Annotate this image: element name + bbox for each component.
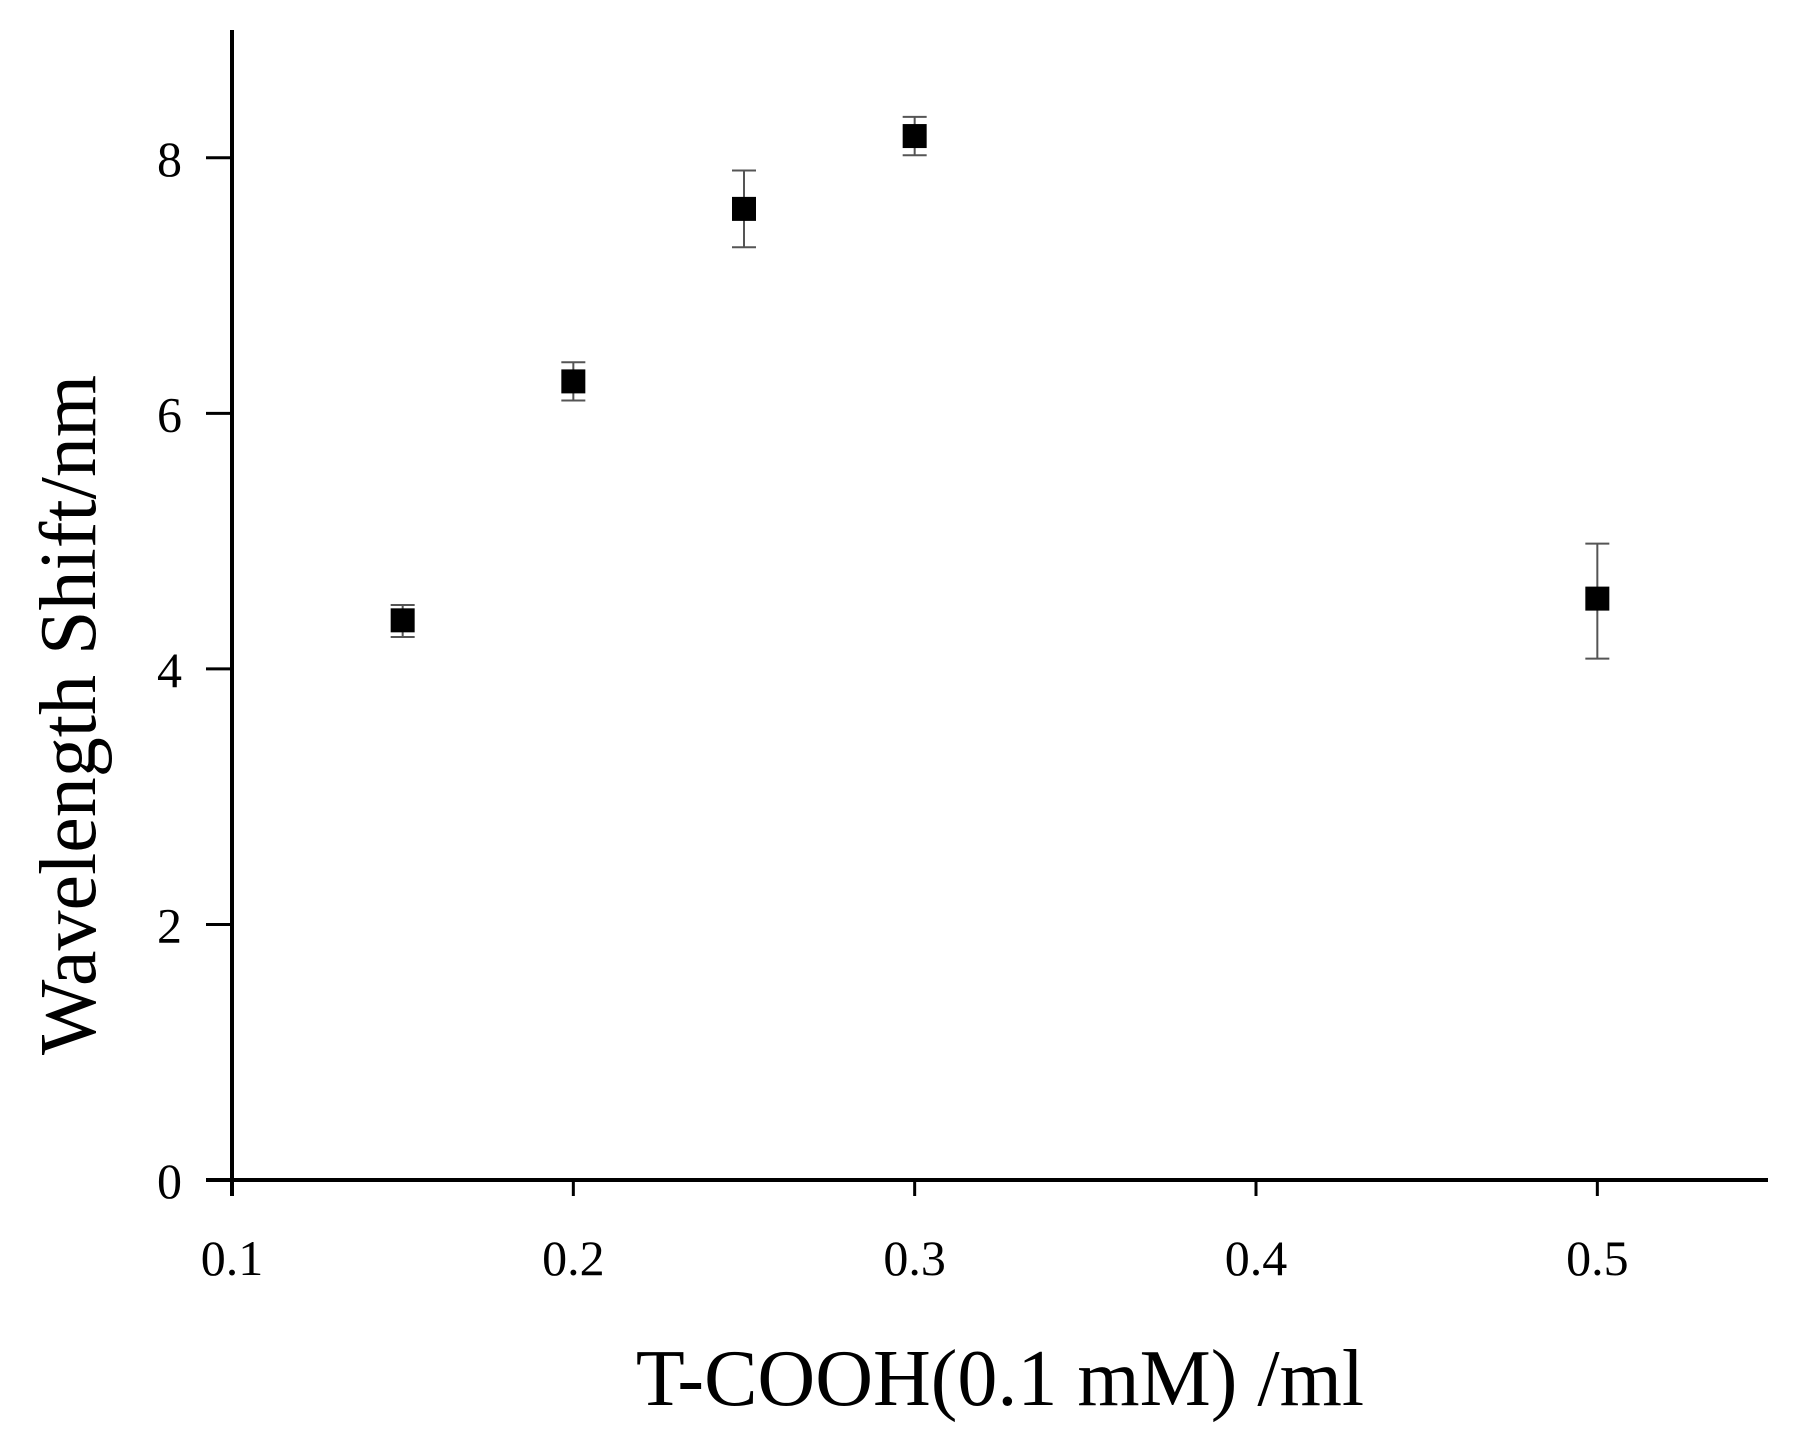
plot-area: 0.1 0.2 0.3 0.4 0.5 0 2 4 6 8 bbox=[157, 30, 1768, 1286]
x-tick-label: 0.4 bbox=[1225, 1230, 1288, 1286]
y-tick-label: 2 bbox=[157, 897, 182, 953]
y-tick-label: 4 bbox=[157, 642, 182, 698]
x-tick-label: 0.2 bbox=[542, 1230, 605, 1286]
data-point bbox=[902, 124, 927, 149]
y-tick-label: 0 bbox=[157, 1153, 182, 1209]
x-tick-label: 0.1 bbox=[201, 1230, 264, 1286]
y-tick-label: 8 bbox=[157, 131, 182, 187]
x-tick-label: 0.5 bbox=[1566, 1230, 1629, 1286]
data-point bbox=[561, 369, 586, 394]
data-point bbox=[732, 196, 756, 221]
data-point bbox=[390, 608, 415, 633]
x-tick-label: 0.3 bbox=[883, 1230, 946, 1286]
x-axis-title: T-COOH(0.1 mM) /ml bbox=[636, 1335, 1364, 1423]
y-tick-label: 6 bbox=[157, 386, 182, 442]
data-point bbox=[1585, 586, 1610, 611]
y-axis-title: Wavelength Shift/nm bbox=[25, 375, 113, 1055]
